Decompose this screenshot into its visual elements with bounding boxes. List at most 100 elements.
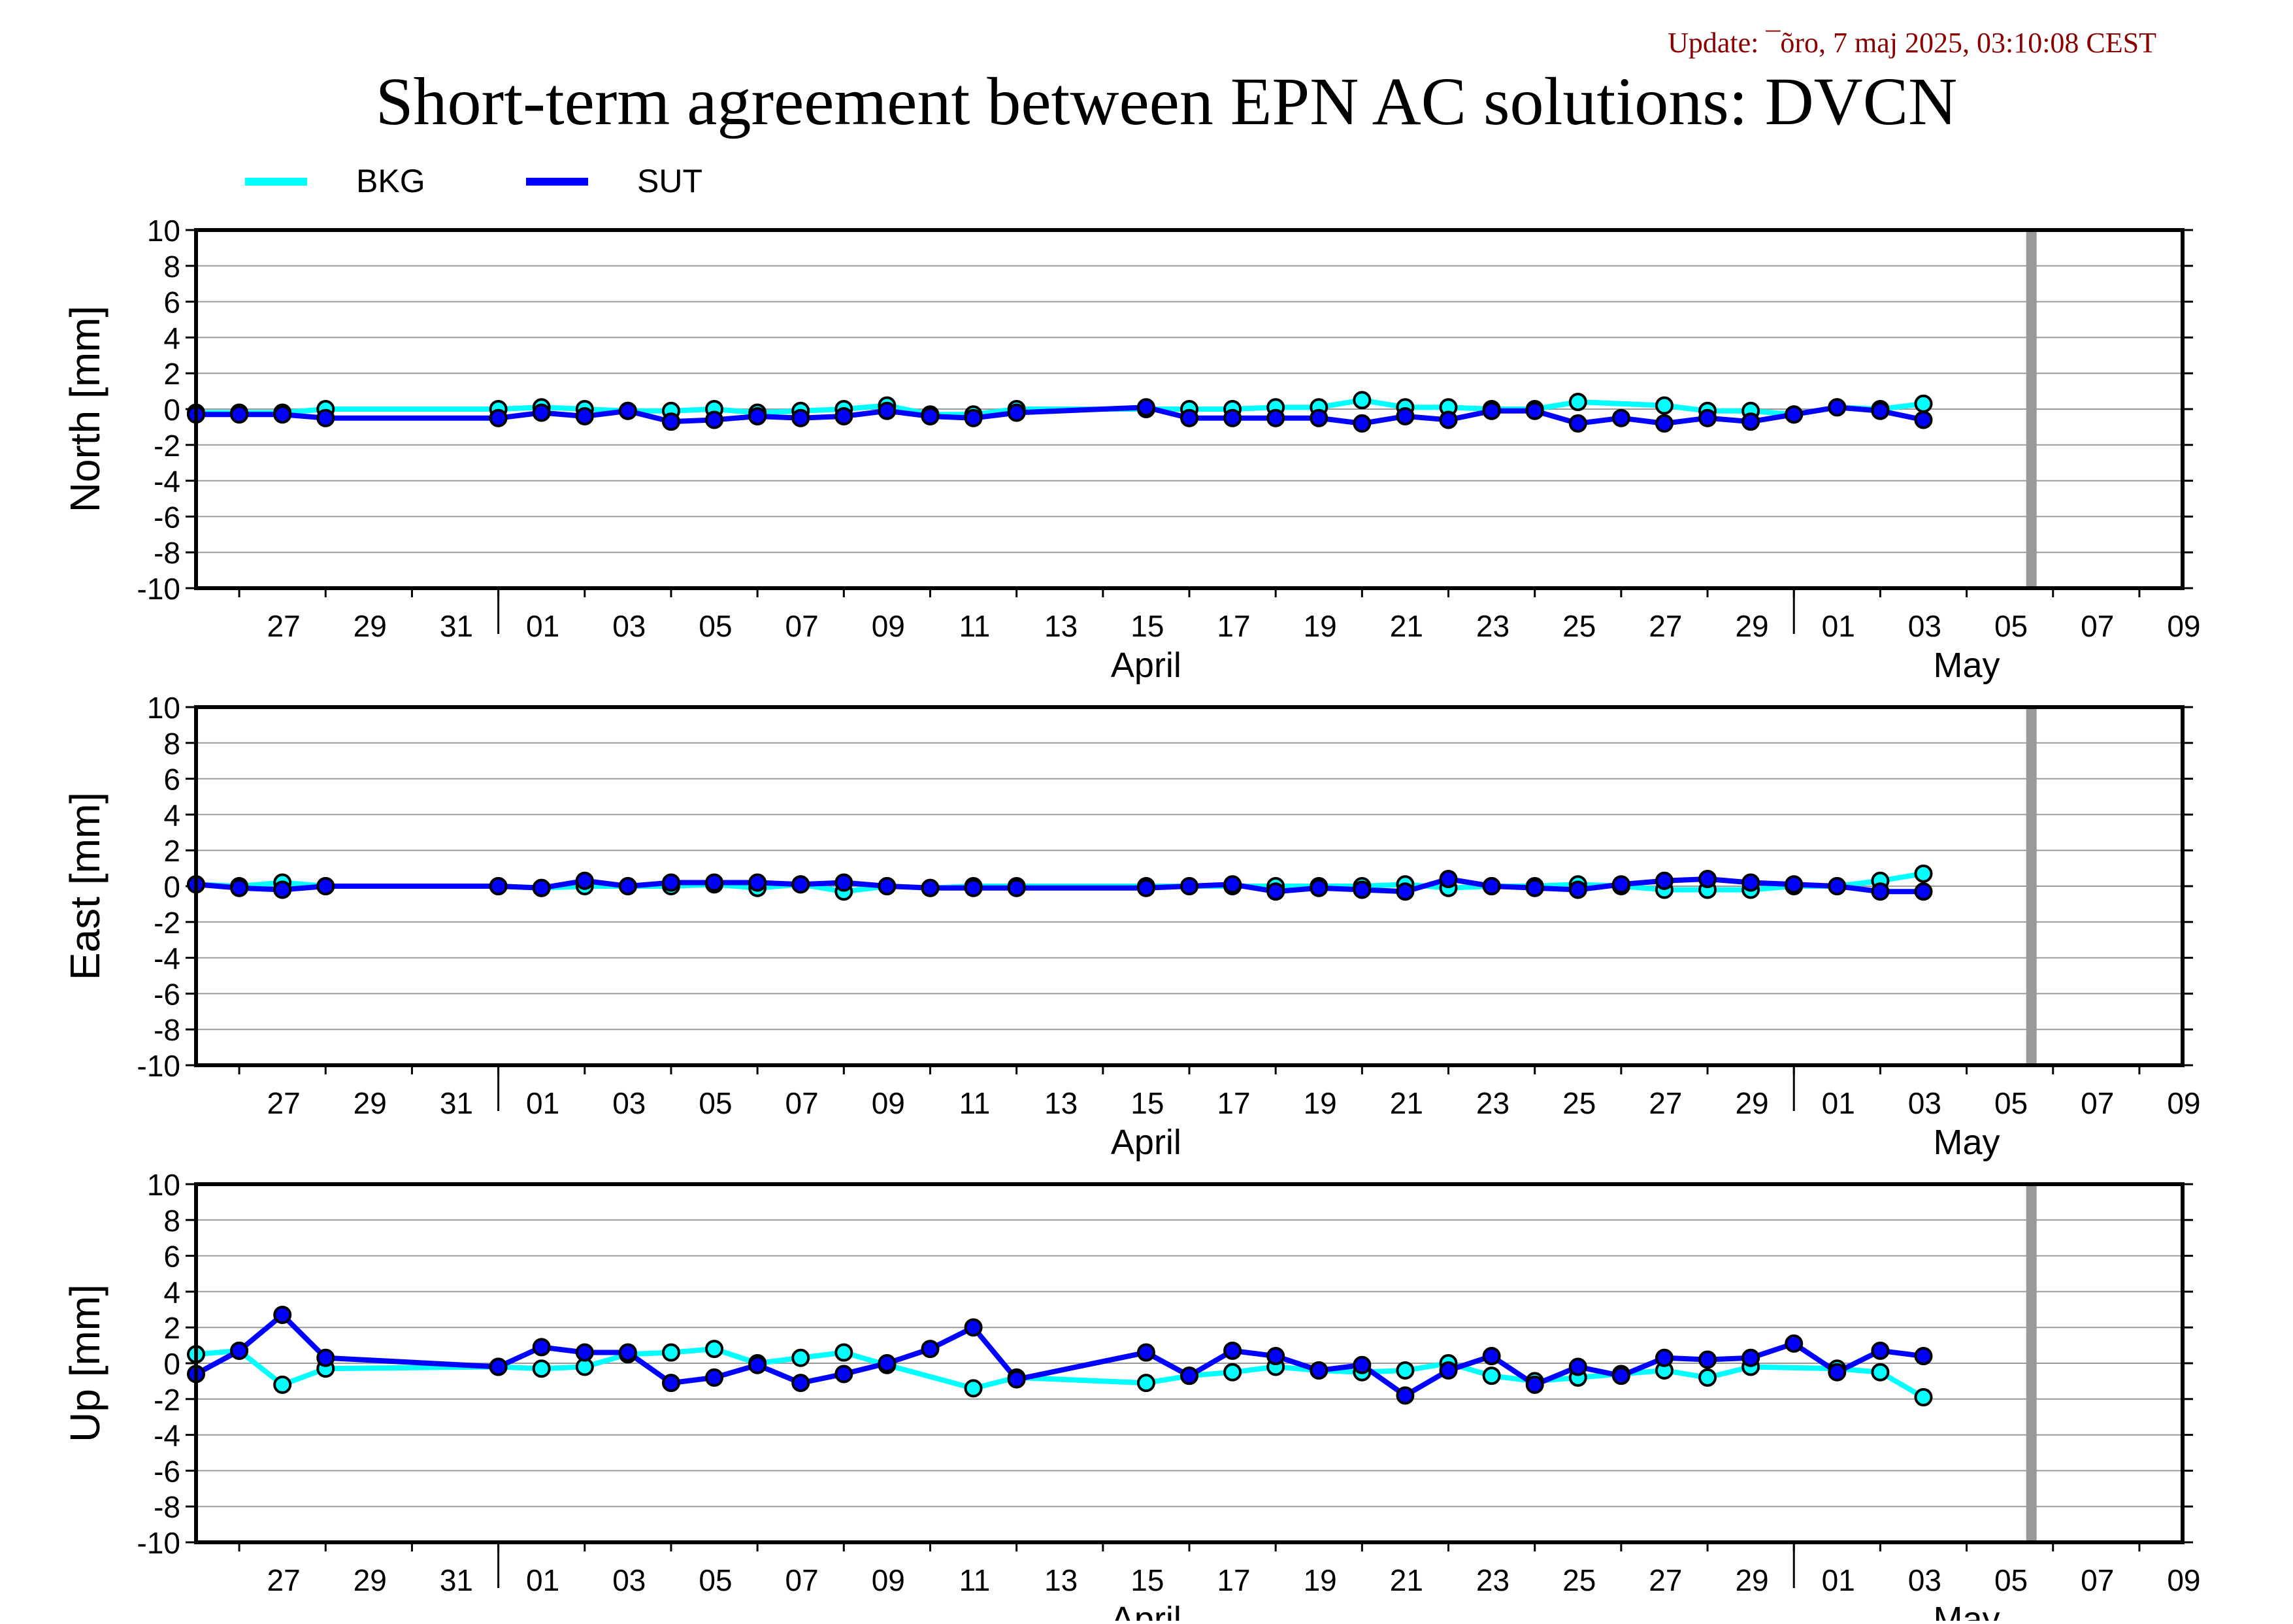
data-point-sut bbox=[878, 1354, 897, 1372]
y-tick-label: 0 bbox=[163, 393, 180, 427]
data-point-sut bbox=[1785, 875, 1804, 894]
x-tick-label: 25 bbox=[1562, 1563, 1596, 1597]
data-point-sut bbox=[834, 873, 853, 892]
x-tick-label: 27 bbox=[1649, 1086, 1682, 1120]
data-point-sut bbox=[705, 873, 724, 892]
data-point-sut bbox=[791, 1374, 810, 1393]
data-point-sut bbox=[1741, 1348, 1760, 1367]
data-point-bkg bbox=[273, 1375, 292, 1394]
plot-frame bbox=[194, 228, 2185, 590]
x-tick-label: 01 bbox=[526, 1086, 559, 1120]
data-point-sut bbox=[1136, 1343, 1155, 1362]
y-axis-label: North [mm] bbox=[61, 306, 108, 512]
x-tick-label: 07 bbox=[785, 1563, 819, 1597]
y-tick-label: 6 bbox=[163, 763, 180, 797]
x-tick-label: 03 bbox=[1908, 609, 1941, 643]
data-point-sut bbox=[618, 1343, 637, 1362]
x-tick-label: 17 bbox=[1217, 1563, 1250, 1597]
data-point-sut bbox=[1266, 882, 1285, 901]
x-tick-label: 29 bbox=[354, 1563, 387, 1597]
x-tick-label: 09 bbox=[2167, 1086, 2200, 1120]
data-point-bkg bbox=[1914, 864, 1933, 883]
y-tick-label: -4 bbox=[154, 1419, 180, 1453]
x-tick-label: 09 bbox=[872, 1086, 905, 1120]
data-point-sut bbox=[1871, 1341, 1890, 1360]
data-point-sut bbox=[1310, 408, 1328, 427]
x-tick-label: 03 bbox=[1908, 1563, 1941, 1597]
data-point-bkg bbox=[1655, 396, 1674, 415]
data-point-sut bbox=[618, 877, 637, 895]
data-point-bkg bbox=[1914, 394, 1933, 413]
data-point-sut bbox=[1439, 1361, 1458, 1380]
data-point-sut bbox=[1828, 398, 1847, 417]
x-tick-label: 07 bbox=[785, 609, 819, 643]
y-tick-label: 2 bbox=[163, 1311, 180, 1345]
data-point-bkg bbox=[964, 1379, 983, 1398]
data-point-sut bbox=[1698, 408, 1717, 427]
x-tick-label: 27 bbox=[267, 609, 301, 643]
data-point-sut bbox=[1568, 414, 1587, 433]
y-tick-label: 4 bbox=[163, 1275, 180, 1309]
data-point-sut bbox=[1266, 408, 1285, 427]
y-tick-label: 2 bbox=[163, 834, 180, 868]
data-point-sut bbox=[489, 408, 508, 427]
data-point-sut bbox=[921, 1340, 940, 1359]
data-point-sut bbox=[834, 406, 853, 425]
x-tick-label: 09 bbox=[872, 609, 905, 643]
x-tick-label: 15 bbox=[1130, 609, 1164, 643]
data-point-sut bbox=[1785, 1334, 1804, 1353]
x-tick-label: 29 bbox=[1735, 1086, 1768, 1120]
data-point-sut bbox=[661, 873, 680, 892]
x-tick-label: 07 bbox=[2081, 1563, 2114, 1597]
x-tick-label: 11 bbox=[959, 1563, 991, 1597]
x-tick-label: 01 bbox=[1822, 609, 1855, 643]
data-point-sut bbox=[705, 1368, 724, 1387]
data-point-sut bbox=[791, 875, 810, 894]
y-axis-label: Up [mm] bbox=[61, 1284, 108, 1442]
x-tick-label: 19 bbox=[1304, 609, 1337, 643]
month-label: May bbox=[1934, 646, 2000, 685]
x-tick-label: 21 bbox=[1390, 609, 1423, 643]
data-point-bkg bbox=[1698, 1368, 1717, 1387]
x-tick-label: 17 bbox=[1217, 609, 1250, 643]
x-tick-label: 17 bbox=[1217, 1086, 1250, 1120]
x-tick-label: 31 bbox=[440, 1563, 473, 1597]
data-point-bkg bbox=[1136, 1374, 1155, 1393]
data-point-sut bbox=[1223, 1341, 1242, 1360]
x-tick-label: 01 bbox=[1822, 1086, 1855, 1120]
data-point-sut bbox=[1785, 405, 1804, 424]
data-point-sut bbox=[878, 877, 897, 895]
data-point-sut bbox=[1914, 882, 1933, 901]
data-point-sut bbox=[834, 1365, 853, 1384]
data-point-sut bbox=[661, 412, 680, 431]
data-point-sut bbox=[575, 1343, 594, 1362]
plot-frame bbox=[194, 1182, 2185, 1544]
data-point-bkg bbox=[532, 1359, 551, 1378]
x-tick-label: 23 bbox=[1476, 1563, 1509, 1597]
data-point-sut bbox=[748, 406, 767, 425]
data-point-sut bbox=[230, 1341, 249, 1360]
month-label: April bbox=[1111, 1123, 1181, 1162]
x-tick-label: 31 bbox=[440, 1086, 473, 1120]
data-point-sut bbox=[748, 1355, 767, 1374]
data-point-sut bbox=[1611, 1367, 1630, 1385]
data-point-sut bbox=[230, 878, 249, 897]
y-tick-label: 8 bbox=[163, 250, 180, 284]
x-tick-label: 13 bbox=[1044, 1086, 1078, 1120]
y-axis-label: East [mm] bbox=[61, 792, 108, 980]
data-point-sut bbox=[964, 408, 983, 427]
x-tick-label: 09 bbox=[872, 1563, 905, 1597]
x-tick-label: 25 bbox=[1562, 609, 1596, 643]
y-tick-label: 4 bbox=[163, 798, 180, 832]
x-tick-label: 01 bbox=[1822, 1563, 1855, 1597]
data-point-bkg bbox=[791, 1348, 810, 1367]
data-point-bkg bbox=[1353, 391, 1372, 410]
data-point-sut bbox=[1741, 873, 1760, 892]
data-point-sut bbox=[1396, 882, 1415, 901]
data-point-sut bbox=[1871, 882, 1890, 901]
y-tick-label: -6 bbox=[154, 977, 180, 1011]
x-tick-label: 19 bbox=[1304, 1086, 1337, 1120]
data-point-sut bbox=[273, 1306, 292, 1325]
data-point-sut bbox=[921, 406, 940, 425]
